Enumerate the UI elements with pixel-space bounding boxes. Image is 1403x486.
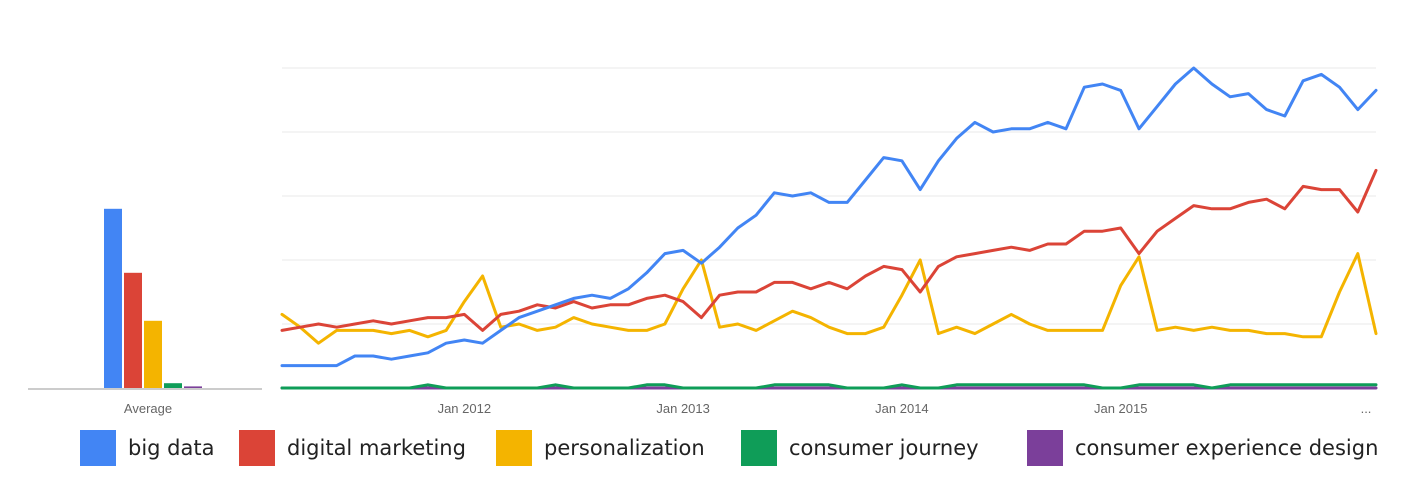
legend-item-personalization[interactable]: personalization — [496, 428, 705, 468]
average-bar — [144, 320, 162, 388]
legend-label: consumer journey — [789, 436, 979, 460]
series-lines — [280, 66, 1378, 390]
legend-label: big data — [128, 436, 215, 460]
average-bar — [104, 208, 122, 388]
average-bars — [104, 208, 202, 388]
x-tick-label: Jan 2014 — [875, 401, 929, 416]
legend-label: consumer experience design — [1075, 436, 1379, 460]
series-line — [280, 383, 1378, 390]
average-label: Average — [124, 401, 172, 416]
legend-swatch — [1027, 430, 1063, 466]
x-tick-label: Jan 2013 — [656, 401, 710, 416]
legend-swatch — [239, 430, 275, 466]
average-bar — [124, 272, 142, 388]
average-bar — [164, 383, 182, 388]
legend-label: personalization — [544, 436, 705, 460]
x-tick-label: ... — [1361, 401, 1372, 416]
legend-swatch — [80, 430, 116, 466]
series-line — [280, 252, 1378, 345]
average-bar — [184, 386, 202, 388]
series-line — [280, 66, 1378, 368]
legend-label: digital marketing — [287, 436, 466, 460]
legend-item-consumer-journey[interactable]: consumer journey — [741, 428, 979, 468]
legend-item-digital-marketing[interactable]: digital marketing — [239, 428, 466, 468]
grid-lines — [28, 67, 1376, 390]
x-tick-label: Jan 2015 — [1094, 401, 1148, 416]
x-axis-ticks: Average Jan 2012 Jan 2013 Jan 2014 Jan 2015.… — [124, 401, 1372, 416]
legend: big data digital marketing personalizati… — [0, 428, 1403, 478]
series-line — [280, 168, 1378, 332]
legend-item-consumer-experience-design[interactable]: consumer experience design — [1027, 428, 1378, 468]
legend-swatch — [496, 430, 532, 466]
legend-item-big-data[interactable]: big data — [80, 428, 214, 468]
legend-swatch — [741, 430, 777, 466]
trend-chart: Average Jan 2012 Jan 2013 Jan 2014 Jan 2015.… — [28, 66, 1378, 416]
x-tick-label: Jan 2012 — [438, 401, 492, 416]
